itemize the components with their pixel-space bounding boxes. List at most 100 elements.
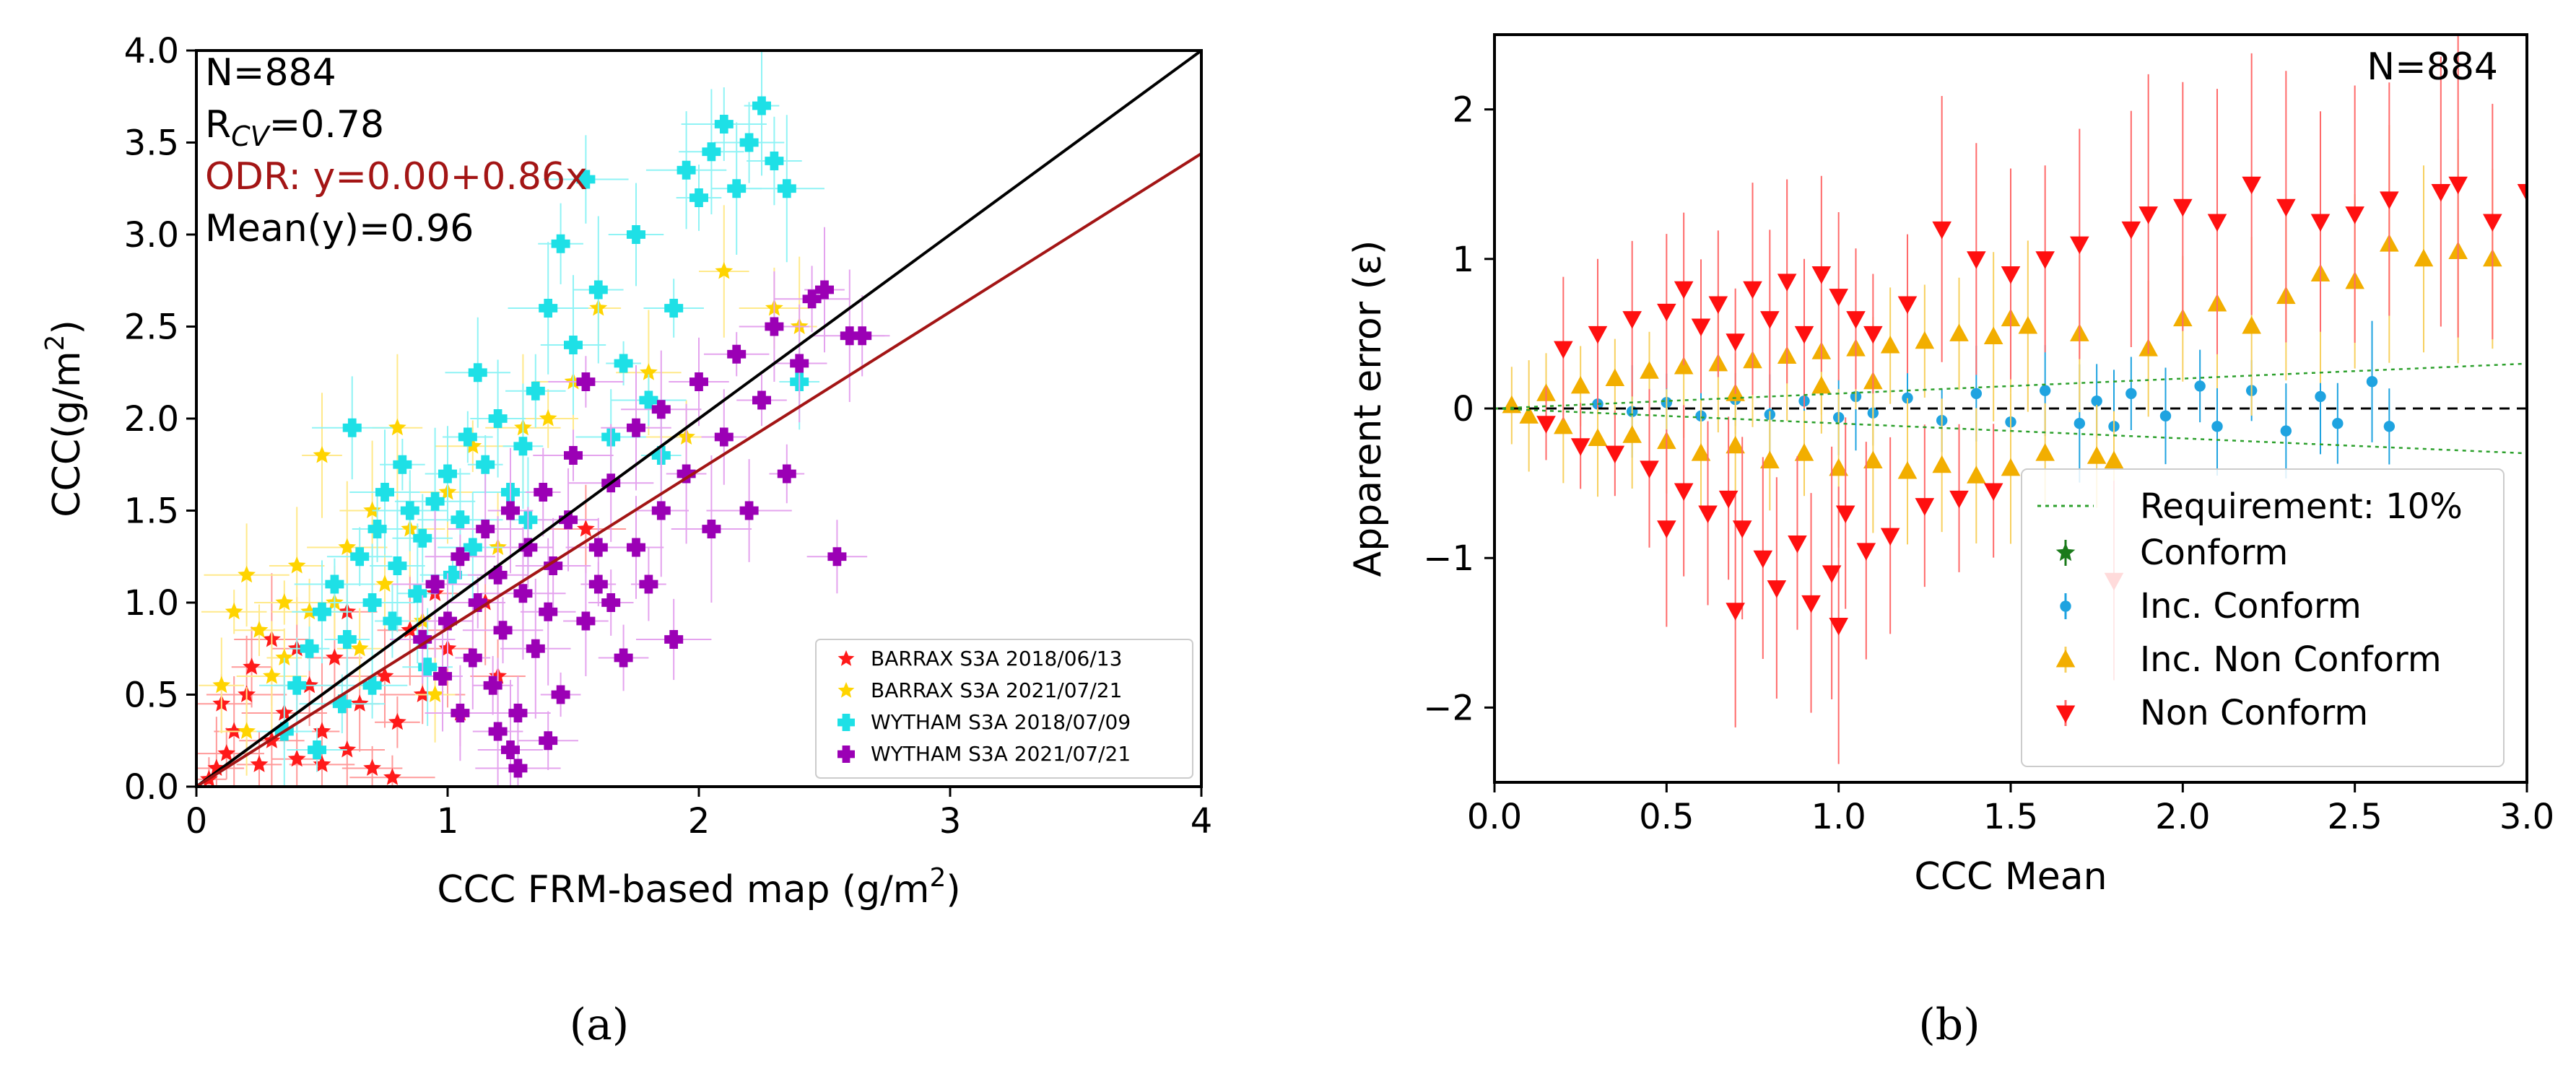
data-point [802, 289, 822, 309]
data-point [1570, 375, 1591, 394]
data-point [488, 565, 508, 585]
data-point [2345, 206, 2364, 224]
data-point [664, 630, 684, 649]
data-point [526, 381, 545, 401]
y-tick-label: 2.5 [124, 307, 179, 348]
data-point [508, 759, 528, 778]
legend-item-barrax-s3a-2018-06-13: BARRAX S3A 2018/06/13 [837, 647, 1122, 670]
data-point [1967, 251, 1986, 269]
data-point [1777, 274, 1797, 292]
data-point [2125, 388, 2137, 399]
data-point [1897, 461, 1918, 479]
data-point [1640, 361, 1659, 379]
legend-label: WYTHAM S3A 2021/07/21 [871, 742, 1131, 766]
data-point [501, 501, 520, 520]
data-point [1880, 335, 1900, 354]
data-point [2018, 316, 2038, 334]
panel-a-marks [196, 51, 1201, 787]
x-tick-label: 0.0 [1467, 797, 1522, 837]
data-point [287, 556, 306, 574]
legend-item-non-conform: Non Conform [2055, 693, 2368, 733]
data-point [1640, 460, 1659, 478]
data-point [576, 170, 596, 189]
legend-item-conform: Conform [2055, 533, 2288, 573]
data-point [1822, 565, 1842, 583]
y-tick-label: 3.5 [124, 123, 179, 164]
data-point [287, 676, 307, 695]
data-point [388, 712, 406, 730]
data-point [539, 602, 558, 621]
legend-marker [2055, 543, 2076, 561]
data-point [325, 574, 344, 594]
y-tick-label: 2 [1452, 90, 1474, 131]
series-non-conform [1536, 35, 2527, 764]
data-point [488, 722, 508, 741]
data-point [1767, 580, 1787, 598]
data-point [689, 188, 708, 207]
data-point [588, 574, 608, 594]
data-point [1967, 465, 1986, 484]
data-point [1932, 455, 1951, 473]
data-point [433, 667, 453, 686]
data-point [367, 520, 387, 538]
data-point [1915, 498, 1935, 516]
y-tick-label: −2 [1423, 688, 1474, 728]
data-point [425, 574, 445, 594]
legend-item-inc-non-conform: Inc. Non Conform [2055, 639, 2442, 680]
data-point [1829, 458, 1848, 476]
y-tick-label: 4.0 [124, 31, 179, 71]
data-point [1536, 416, 1556, 434]
odr-fit-line [196, 152, 1201, 787]
data-point [493, 621, 513, 640]
legend-item-inc-conform: Inc. Conform [2060, 586, 2362, 626]
data-point [539, 731, 558, 751]
data-point [1811, 375, 1832, 394]
data-point [2242, 316, 2261, 334]
legend-label: Conform [2140, 533, 2288, 573]
data-point [1863, 450, 1883, 469]
data-point [350, 639, 369, 657]
data-point [1674, 483, 1694, 501]
data-point [350, 547, 370, 567]
data-point [342, 418, 362, 437]
data-point [1605, 445, 1625, 464]
y-tick-label: 1 [1452, 240, 1474, 280]
data-point [287, 749, 306, 767]
data-point [1554, 341, 1573, 359]
data-point [438, 611, 457, 631]
panel-b-label: (b) [1918, 1000, 1980, 1050]
data-point [275, 593, 294, 611]
y-tick-label: 1.5 [124, 491, 179, 532]
data-point [539, 299, 558, 318]
data-point [1983, 326, 2003, 345]
data-point [627, 538, 645, 557]
panel-a-axis-ticks: 0 1 2 3 4 0.0 0.5 1.0 1.5 2.0 2.5 3.0 3.5 4.0 [124, 31, 1213, 842]
data-point [451, 547, 470, 567]
data-point [651, 501, 671, 520]
data-point [827, 547, 847, 567]
x-tick-label: 1.0 [1811, 797, 1866, 837]
data-point [1880, 528, 1900, 546]
x-tick-label: 4 [1191, 801, 1213, 842]
x-tick-label: 3 [939, 801, 962, 842]
panel-a-odr-label: ODR: y=0.00+0.86x [205, 155, 588, 198]
data-point [539, 409, 557, 427]
legend-marker [2055, 705, 2076, 723]
x-tick-label: 0 [186, 801, 208, 842]
data-point [2070, 236, 2089, 255]
data-point [2173, 198, 2193, 217]
data-point [727, 179, 747, 198]
data-point [752, 390, 771, 410]
data-point [1897, 296, 1918, 314]
data-point [544, 556, 563, 575]
data-point [1932, 221, 1951, 240]
data-point [488, 409, 508, 428]
data-point [313, 446, 331, 463]
y-tick-label: 1.0 [124, 583, 179, 624]
data-point [1863, 325, 1883, 344]
data-point [2315, 390, 2326, 403]
data-point [1570, 438, 1591, 456]
data-point [715, 262, 734, 279]
y-tick-label: 2.0 [124, 399, 179, 440]
